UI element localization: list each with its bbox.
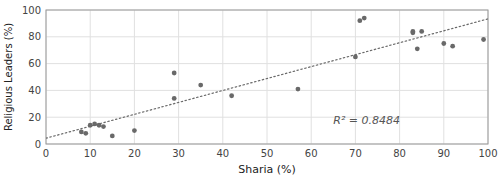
trend-line — [46, 19, 488, 138]
x-tick-label: 40 — [216, 148, 229, 159]
scatter-point — [88, 123, 93, 128]
scatter-point — [83, 131, 88, 136]
scatter-point — [357, 18, 362, 23]
x-grid-line — [267, 10, 268, 144]
plot-frame — [46, 10, 488, 144]
scatter-point — [97, 123, 102, 128]
x-tick-label: 20 — [128, 148, 141, 159]
x-grid-line — [178, 10, 179, 144]
y-grid-line — [46, 63, 488, 64]
x-tick-label: 60 — [305, 148, 318, 159]
x-tick-label: 30 — [172, 148, 185, 159]
x-tick-label: 100 — [478, 148, 497, 159]
x-tick-label: 90 — [437, 148, 450, 159]
y-tick-label: 20 — [28, 112, 41, 123]
x-grid-line — [134, 10, 135, 144]
scatter-point — [441, 41, 446, 46]
x-tick-label: 10 — [84, 148, 97, 159]
x-axis-label: Sharia (%) — [238, 163, 296, 176]
y-tick-label: 40 — [28, 85, 41, 96]
scatter-point — [172, 96, 177, 101]
y-tick-label: 60 — [28, 58, 41, 69]
y-grid-line — [46, 117, 488, 118]
y-axis-label: Religious Leaders (%) — [3, 23, 14, 131]
scatter-point — [415, 46, 420, 51]
x-grid-line — [311, 10, 312, 144]
y-tick-label: 80 — [28, 31, 41, 42]
annotation: R² = 0.8484 — [333, 114, 400, 127]
scatter-point — [198, 83, 203, 88]
scatter-point — [362, 16, 367, 21]
scatter-point — [481, 37, 486, 42]
scatter-point — [450, 44, 455, 49]
scatter-point — [92, 122, 97, 127]
chart: 0 10 20 30 40 50 60 70 80 90 100 0 20 40 60 80 100 R² = 0… — [0, 0, 500, 178]
x-tick-label: 0 — [43, 148, 49, 159]
scatter-point — [172, 71, 177, 76]
x-grid-line — [222, 10, 223, 144]
y-grid-line — [46, 90, 488, 91]
scatter-point — [101, 124, 106, 129]
plot-area — [46, 16, 488, 139]
x-tick-label: 50 — [261, 148, 274, 159]
scatter-point — [229, 93, 234, 98]
y-tick-label: 0 — [35, 139, 41, 150]
scatter-point — [296, 87, 301, 92]
scatter-point — [110, 134, 115, 139]
y-tick-label: 100 — [22, 5, 41, 16]
x-tick-label: 80 — [393, 148, 406, 159]
scatter-point — [79, 130, 84, 135]
scatter-point — [353, 55, 358, 60]
x-tick-label: 70 — [349, 148, 362, 159]
scatter-point — [419, 29, 424, 34]
scatter-point — [132, 128, 137, 133]
grid — [46, 10, 488, 144]
scatter-point — [410, 29, 415, 34]
